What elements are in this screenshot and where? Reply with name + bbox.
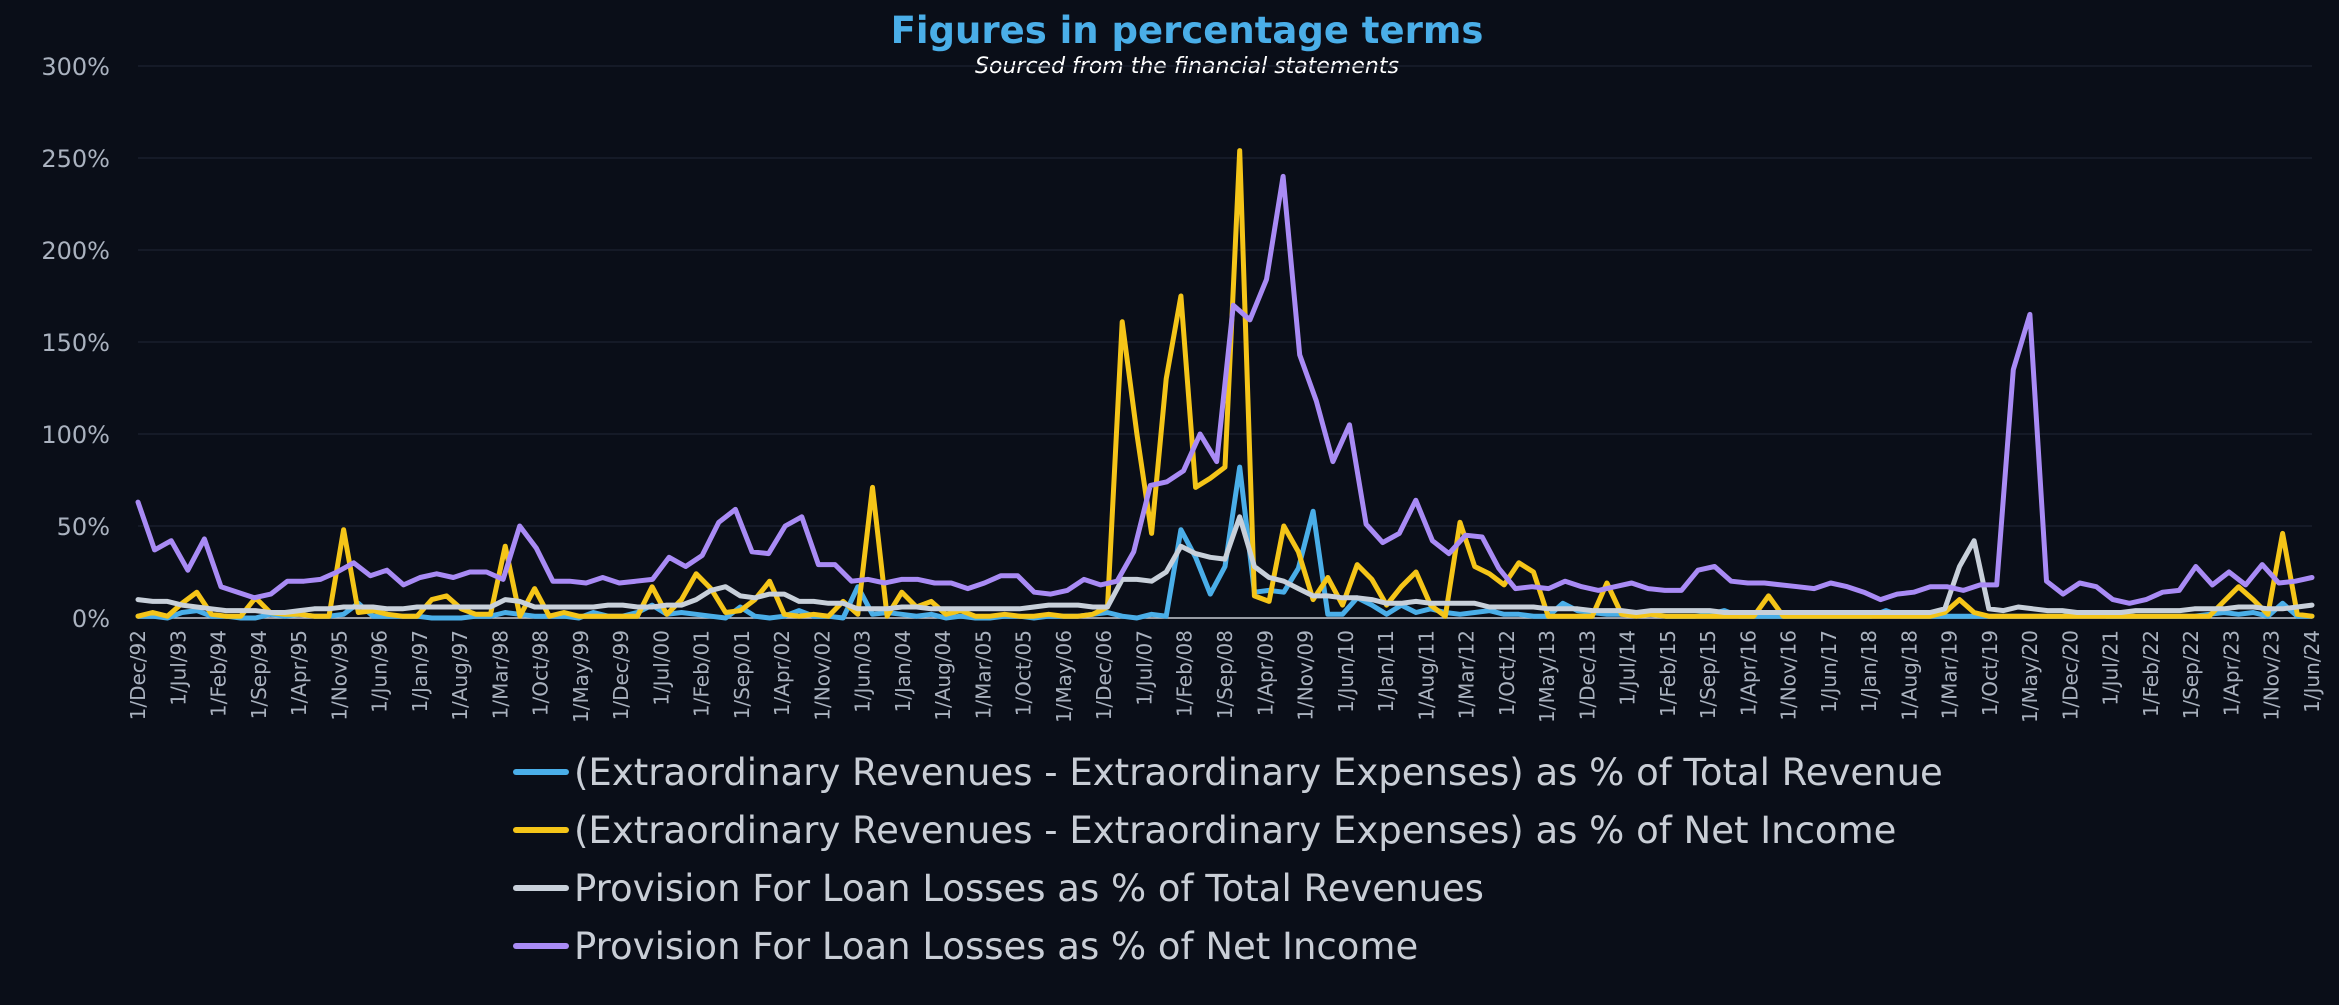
legend-label: (Extraordinary Revenues - Extraordinary … (574, 751, 1943, 794)
x-tick-label: 1/Jul/21 (2099, 630, 2123, 706)
y-tick-label: 150% (41, 329, 110, 357)
x-tick-label: 1/Apr/23 (2219, 630, 2243, 716)
y-tick-label: 50% (57, 513, 110, 541)
y-tick-label: 250% (41, 145, 110, 173)
x-tick-label: 1/Feb/01 (690, 630, 714, 717)
x-tick-label: 1/May/13 (1535, 630, 1559, 723)
series-lines (135, 148, 2315, 621)
x-tick-label: 1/Apr/02 (770, 630, 794, 716)
x-tick-label: 1/Feb/15 (1656, 630, 1680, 717)
x-tick-label: 1/Oct/05 (1012, 630, 1036, 716)
series-line-4 (135, 173, 2315, 606)
x-tick-label: 1/Jun/10 (1334, 630, 1358, 713)
x-tick-label: 1/Jun/24 (2300, 630, 2324, 713)
x-tick-label: 1/Jan/04 (891, 630, 915, 712)
legend-label: (Extraordinary Revenues - Extraordinary … (574, 809, 1896, 852)
x-tick-label: 1/Sep/01 (730, 630, 754, 719)
x-tick-label: 1/Sep/22 (2179, 630, 2203, 719)
x-tick-label: 1/Oct/19 (1978, 630, 2002, 716)
x-tick-label: 1/Sep/94 (247, 630, 271, 719)
x-tick-label: 1/Dec/13 (1575, 630, 1599, 720)
x-tick-label: 1/Apr/95 (287, 630, 311, 716)
x-tick-label: 1/Feb/22 (2139, 630, 2163, 717)
x-tick-label: 1/Sep/08 (1213, 630, 1237, 719)
x-tick-label: 1/Jun/96 (368, 630, 392, 713)
x-tick-label: 1/Jul/93 (166, 630, 190, 706)
x-tick-label: 1/Dec/06 (1092, 630, 1116, 720)
x-tick-label: 1/Jan/11 (1374, 630, 1398, 712)
x-tick-label: 1/Nov/02 (810, 630, 834, 721)
x-tick-label: 1/Aug/11 (1414, 630, 1438, 721)
x-tick-label: 1/Feb/94 (207, 630, 231, 717)
x-tick-label: 1/Jan/18 (1857, 630, 1881, 712)
x-tick-label: 1/Nov/95 (327, 630, 351, 721)
x-tick-label: 1/Aug/18 (1897, 630, 1921, 721)
x-tick-label: 1/Aug/97 (448, 630, 472, 721)
x-tick-label: 1/Jul/07 (1132, 630, 1156, 706)
x-tick-label: 1/Nov/09 (1294, 630, 1318, 721)
x-tick-label: 1/May/99 (569, 630, 593, 723)
x-tick-label: 1/Jan/97 (408, 630, 432, 712)
x-tick-label: 1/Oct/98 (529, 630, 553, 716)
x-tick-label: 1/Feb/08 (1173, 630, 1197, 717)
legend-label: Provision For Loan Losses as % of Total … (574, 867, 1484, 910)
x-tick-label: 1/Dec/99 (609, 630, 633, 720)
x-tick-label: 1/Dec/92 (126, 630, 150, 720)
y-tick-label: 200% (41, 237, 110, 265)
y-tick-label: 100% (41, 421, 110, 449)
chart-title: Figures in percentage terms (891, 9, 1484, 52)
legend-label: Provision For Loan Losses as % of Net In… (574, 925, 1418, 968)
x-tick-label: 1/Aug/04 (931, 630, 955, 721)
x-tick-label: 1/Mar/05 (971, 630, 995, 719)
x-tick-label: 1/Nov/23 (2260, 630, 2284, 721)
y-axis: 0% 50% 100% 150% 200% 250% 300% (41, 53, 110, 633)
x-tick-label: 1/May/20 (2018, 630, 2042, 723)
series-line-3 (135, 514, 2315, 615)
x-tick-label: 1/Jun/17 (1817, 630, 1841, 713)
y-tick-label: 300% (41, 53, 110, 81)
x-tick-label: 1/Apr/16 (1736, 630, 1760, 716)
x-tick-label: 1/Sep/15 (1696, 630, 1720, 719)
x-tick-label: 1/Jul/14 (1616, 630, 1640, 706)
y-grid (138, 65, 2312, 619)
x-tick-label: 1/Mar/19 (1938, 630, 1962, 719)
series-line-2 (135, 148, 2315, 619)
x-tick-label: 1/Jun/03 (851, 630, 875, 713)
x-tick-label: 1/Mar/98 (488, 630, 512, 719)
x-tick-label: 1/Jul/00 (649, 630, 673, 706)
x-tick-label: 1/Nov/16 (1777, 630, 1801, 721)
x-tick-label: 1/May/06 (1052, 630, 1076, 723)
x-axis: 1/Dec/92 1/Jul/93 1/Feb/94 1/Sep/94 1/Apr/95… (126, 630, 2324, 723)
x-tick-label: 1/Dec/20 (2058, 630, 2082, 720)
y-tick-label: 0% (72, 605, 110, 633)
x-tick-label: 1/Mar/12 (1455, 630, 1479, 719)
x-tick-label: 1/Apr/09 (1253, 630, 1277, 716)
x-tick-label: 1/Oct/12 (1495, 630, 1519, 716)
legend: (Extraordinary Revenues - Extraordinary … (513, 751, 1943, 968)
series-line-1 (135, 464, 2315, 621)
